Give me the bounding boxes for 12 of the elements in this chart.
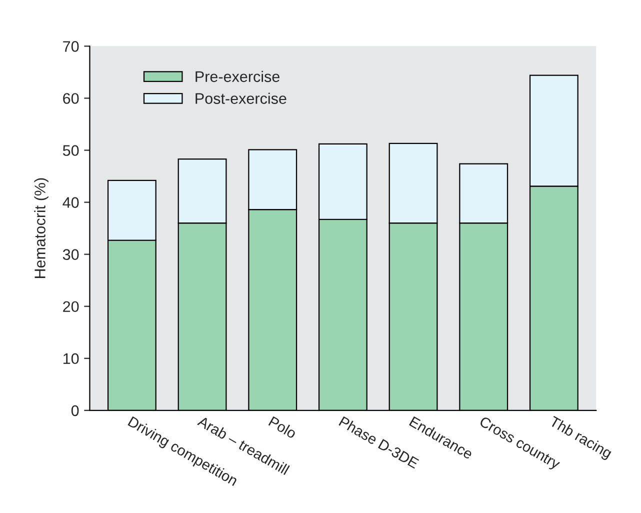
x-tick-label: Polo — [268, 416, 298, 439]
y-tick-label: 60 — [63, 93, 79, 104]
y-axis-title: Hematocrit (%) — [34, 178, 48, 278]
y-tick-label: 70 — [63, 41, 79, 52]
y-tick-label: 0 — [71, 405, 79, 416]
y-tick-label: 20 — [63, 301, 79, 312]
y-tick-label: 50 — [62, 145, 79, 156]
y-tick-label: 40 — [62, 197, 79, 208]
legend-label: Post-exercise — [196, 92, 286, 104]
legend-label: Pre-exercise — [196, 70, 280, 82]
y-tick-label: 30 — [62, 249, 79, 260]
y-tick-label: 10 — [63, 353, 79, 364]
